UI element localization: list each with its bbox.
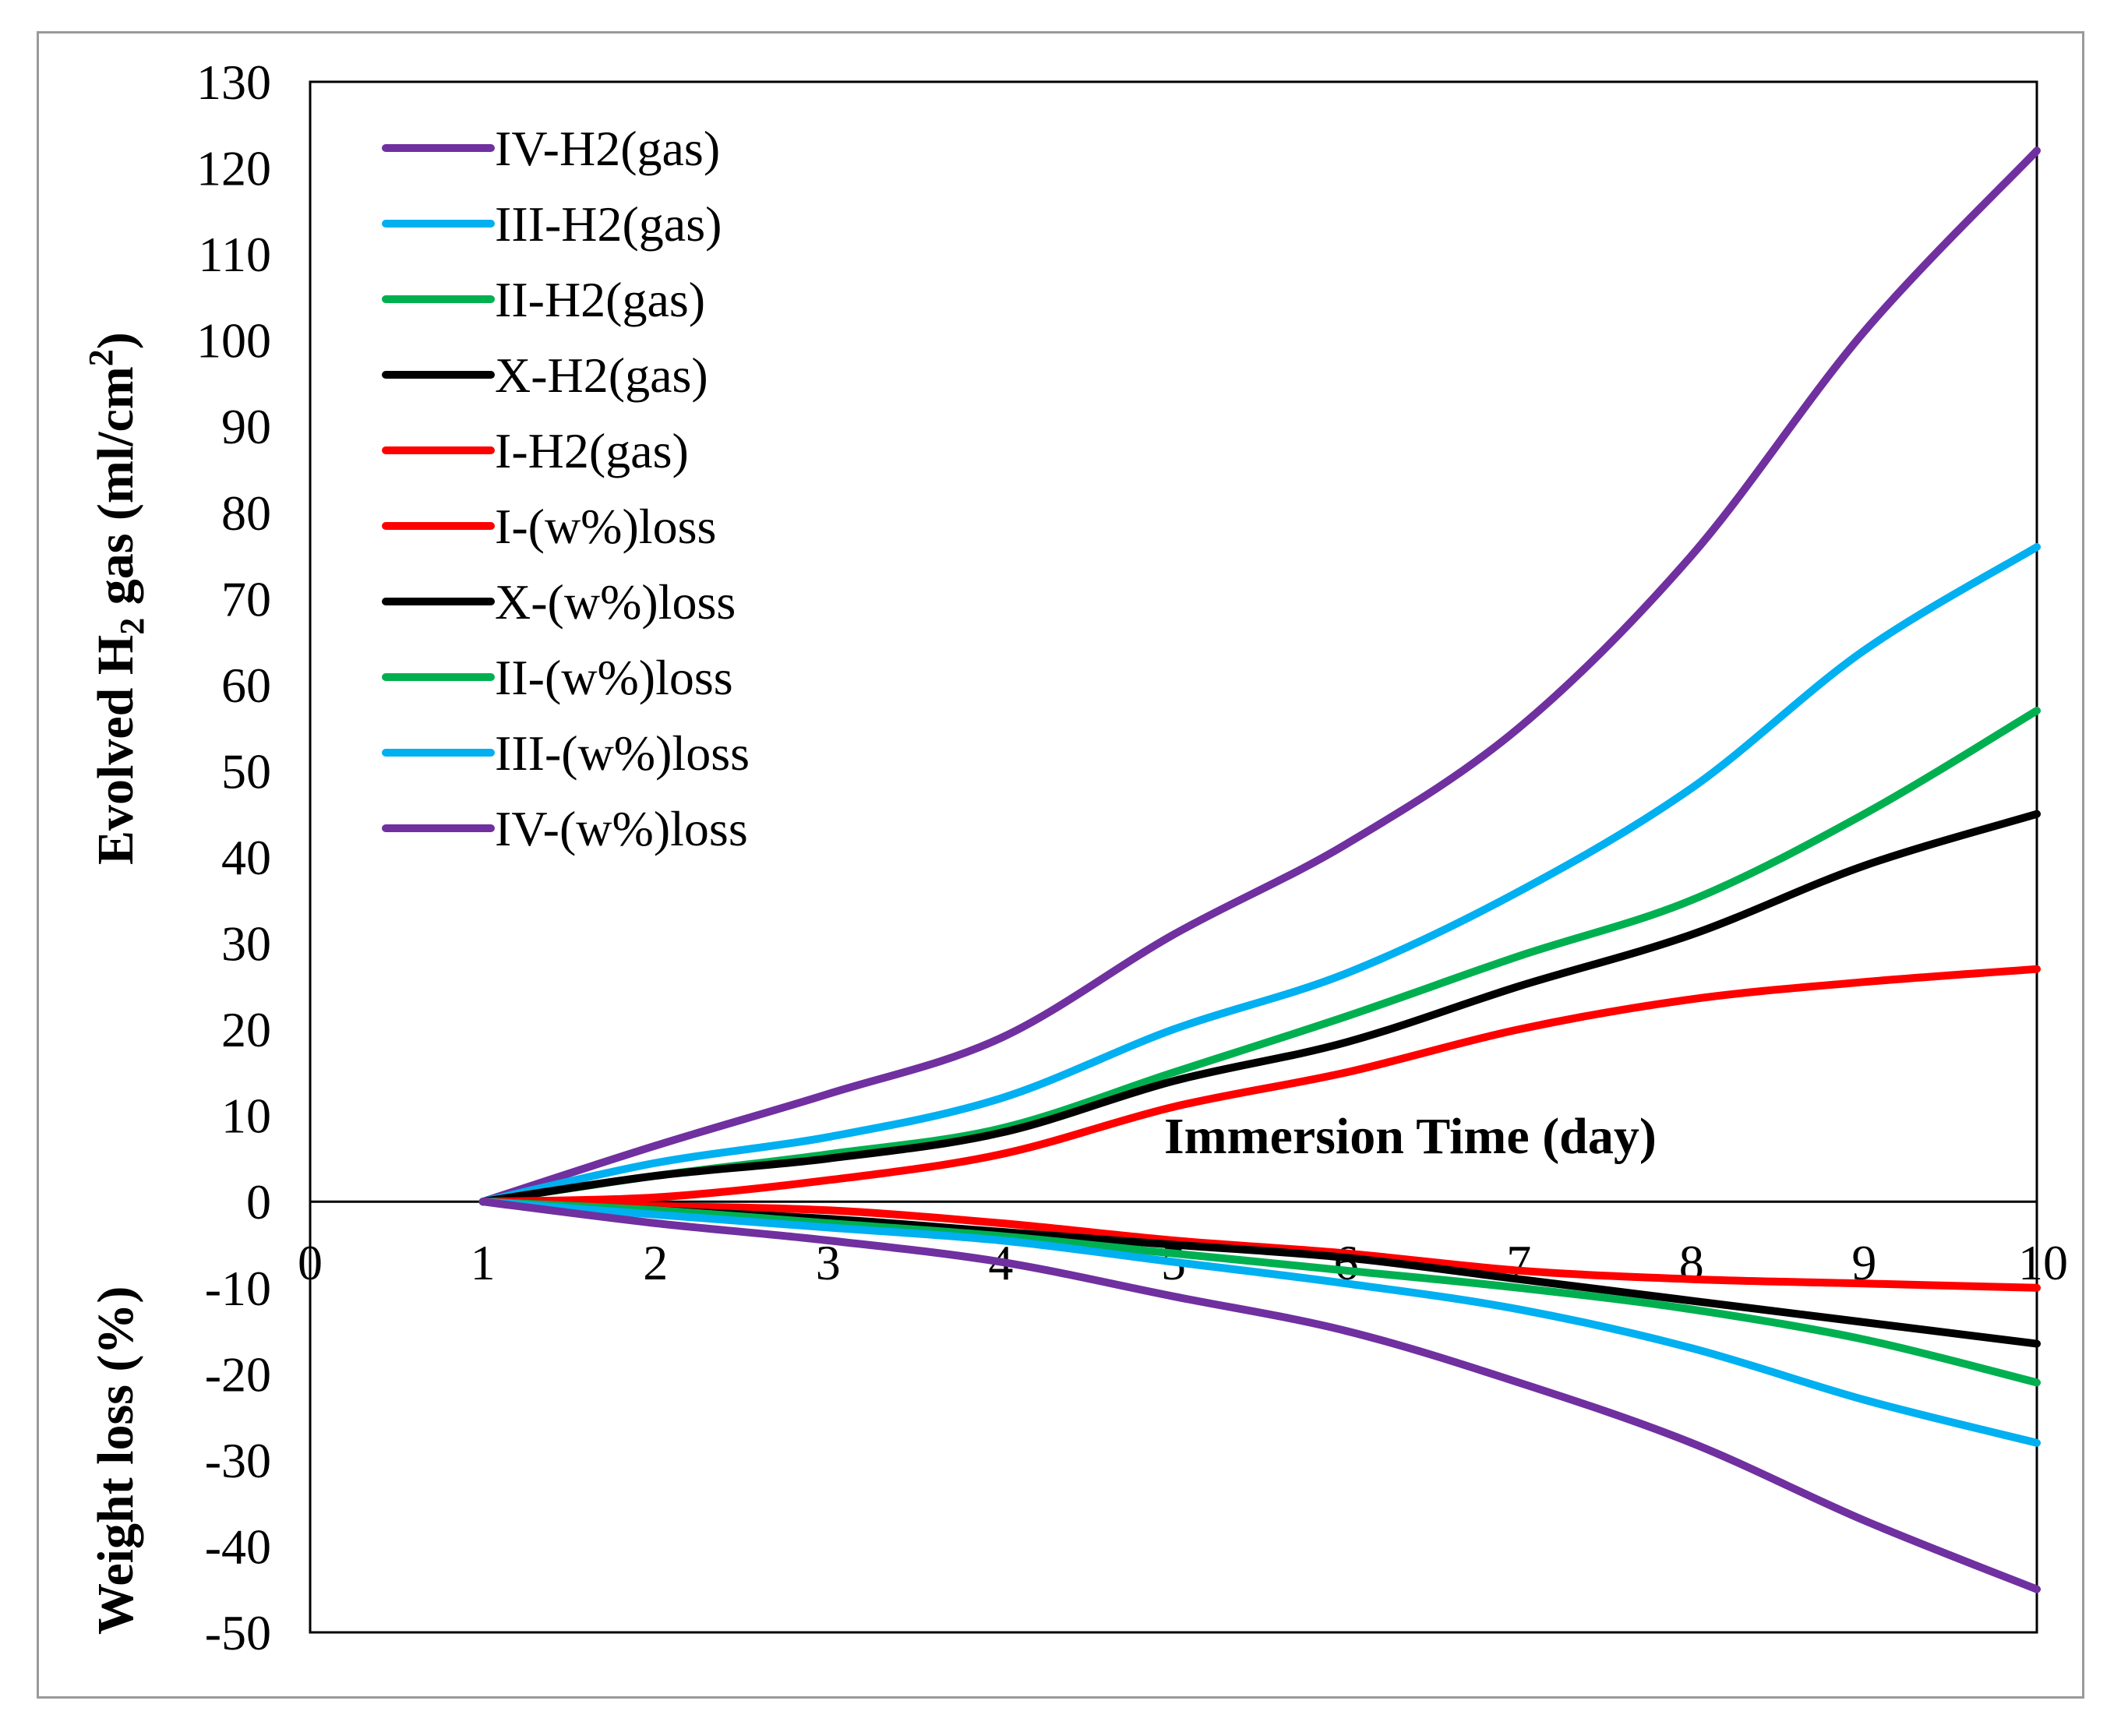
legend-label: II-(w%)loss [495,650,733,705]
legend-item: IV-(w%)loss [382,801,748,856]
legend-item: X-H2(gas) [382,348,708,403]
legend-item: IV-H2(gas) [382,121,720,176]
y-axis-title-bottom: Weight loss (%) [87,1286,144,1635]
x-tick-label: 1 [471,1235,496,1290]
series-line-iii-h2-gas- [478,543,2041,1206]
legend-item: X-(w%)loss [382,574,736,630]
y-tick-label: 10 [221,1089,271,1144]
y-tick-label: 50 [221,743,271,799]
series-line-iv-h2-gas- [478,146,2041,1206]
series-line-ii-w-loss [478,1198,2041,1387]
series-line-x-h2-gas- [478,810,2041,1206]
series-line-iii-w-loss [478,1198,2041,1447]
legend-label: I-H2(gas) [495,423,689,478]
legend-label: III-(w%)loss [495,725,750,781]
y-title-mid: gas (ml/cm [87,366,144,618]
legend-item: I-(w%)loss [382,499,716,554]
plot-area [309,80,2038,1634]
y-tick-label: 130 [196,55,271,110]
legend: IV-H2(gas) III-H2(gas) II-H2(gas) X-H2(gas)… [382,121,750,856]
y-tick-label: 90 [221,399,271,454]
legend-label: II-H2(gas) [495,272,705,327]
x-tick-label: 10 [2018,1235,2068,1290]
legend-item: II-(w%)loss [382,650,733,705]
legend-label: IV-H2(gas) [495,121,720,176]
y-tick-label: 20 [221,1002,271,1057]
y-tick-label: 0 [246,1174,271,1230]
y-tick-label: 110 [198,227,271,282]
y-tick-label: 30 [221,916,271,972]
y-tick-label: 40 [221,830,271,885]
legend-item: I-H2(gas) [382,423,689,478]
y-axis-title-top: Evolved H2 gas (ml/cm2) [82,332,151,865]
y-tick-label: 80 [221,485,271,541]
x-tick-labels: 0 1 2 3 4 5 6 7 8 9 10 [298,1235,2068,1290]
y-tick-labels: 1301201101009080706050403020100-10-20-30… [196,55,271,1660]
y-tick-label: 100 [196,313,271,369]
series-line-i-h2-gas- [478,965,2041,1206]
y-tick-label: 120 [196,141,271,196]
legend-label: X-H2(gas) [495,348,708,403]
legend-label: III-H2(gas) [495,196,722,252]
y-tick-label: 60 [221,658,271,713]
y-tick-label: -40 [205,1519,271,1574]
legend-item: III-H2(gas) [382,196,722,252]
y-tick-label: -20 [205,1346,271,1402]
y-title-sub: 2 [113,618,151,635]
legend-label: IV-(w%)loss [495,801,748,856]
y-tick-label: 70 [221,571,271,626]
y-tick-label: -10 [205,1261,271,1316]
series-lines [478,146,2041,1593]
series-line-iv-w-loss [478,1198,2041,1593]
x-axis-title: Immersion Time (day) [1164,1108,1657,1165]
legend-label: I-(w%)loss [495,499,716,554]
y-title-sup: 2 [82,349,120,366]
legend-item: III-(w%)loss [382,725,750,781]
x-tick-label: 2 [643,1235,668,1290]
y-title-suffix: ) [87,332,144,349]
y-title-prefix: Evolved H [87,635,144,865]
legend-label: X-(w%)loss [495,574,736,630]
y-tick-label: -50 [205,1605,271,1660]
legend-item: II-H2(gas) [382,272,705,327]
x-tick-label: 0 [298,1235,323,1290]
y-tick-label: -30 [205,1433,271,1488]
